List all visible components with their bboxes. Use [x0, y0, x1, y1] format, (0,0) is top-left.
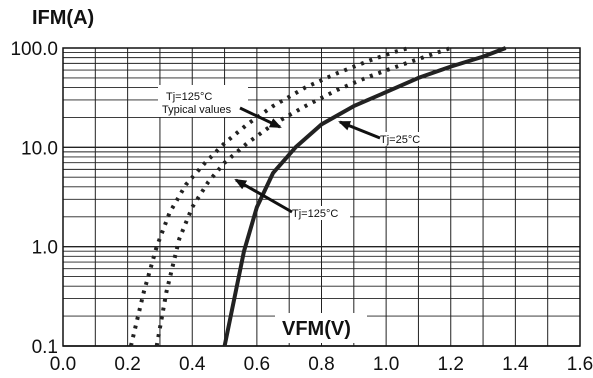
annotation-25c-label: Tj=25°C: [380, 134, 420, 146]
series-line-2: [154, 46, 452, 347]
y-tick-label: 0.1: [32, 337, 58, 358]
x-tick-label: 0.6: [244, 354, 270, 375]
y-tick-label: 10.0: [21, 138, 58, 159]
y-tick-label: 100.0: [10, 39, 58, 60]
y-axis-title: IFM(A): [32, 7, 94, 29]
x-tick-label: 0.8: [308, 354, 334, 375]
series-group: [128, 46, 507, 347]
x-tick-label: 1.4: [502, 354, 529, 375]
y-tick-label: 1.0: [32, 238, 58, 259]
annotation-typical-sublabel: Typical values: [162, 104, 232, 116]
annotation-125c-label: Tj=125°C: [292, 208, 338, 220]
x-tick-label: 1.6: [567, 354, 593, 375]
x-tick-label: 0.4: [179, 354, 206, 375]
x-tick-label: 1.0: [373, 354, 399, 375]
series-line-1: [222, 46, 507, 347]
annotation-125c-bg: [290, 206, 350, 220]
annotation-typical-label: Tj=125°C: [166, 91, 212, 103]
annotation-typical-arrow: [239, 106, 282, 129]
x-axis-title-background: [275, 313, 367, 343]
x-axis-title: VFM(V): [282, 318, 351, 340]
x-tick-label: 0.0: [50, 354, 76, 375]
annotation-typical-bg: [158, 85, 248, 117]
x-tick-label: 0.2: [114, 354, 140, 375]
series-line-3: [128, 46, 410, 347]
annotation-25c-bg: [378, 132, 430, 146]
annotation-125c-arrow: [234, 178, 293, 214]
tick-labels: 0.0 0.2 0.4 0.6 0.8 1.0 1.2 1.4 1.6 0.1 1.0 10.0 100…: [10, 39, 593, 375]
x-tick-label: 1.2: [438, 354, 464, 375]
plot-frame: [62, 47, 581, 347]
annotation-25c-arrow: [338, 120, 381, 140]
